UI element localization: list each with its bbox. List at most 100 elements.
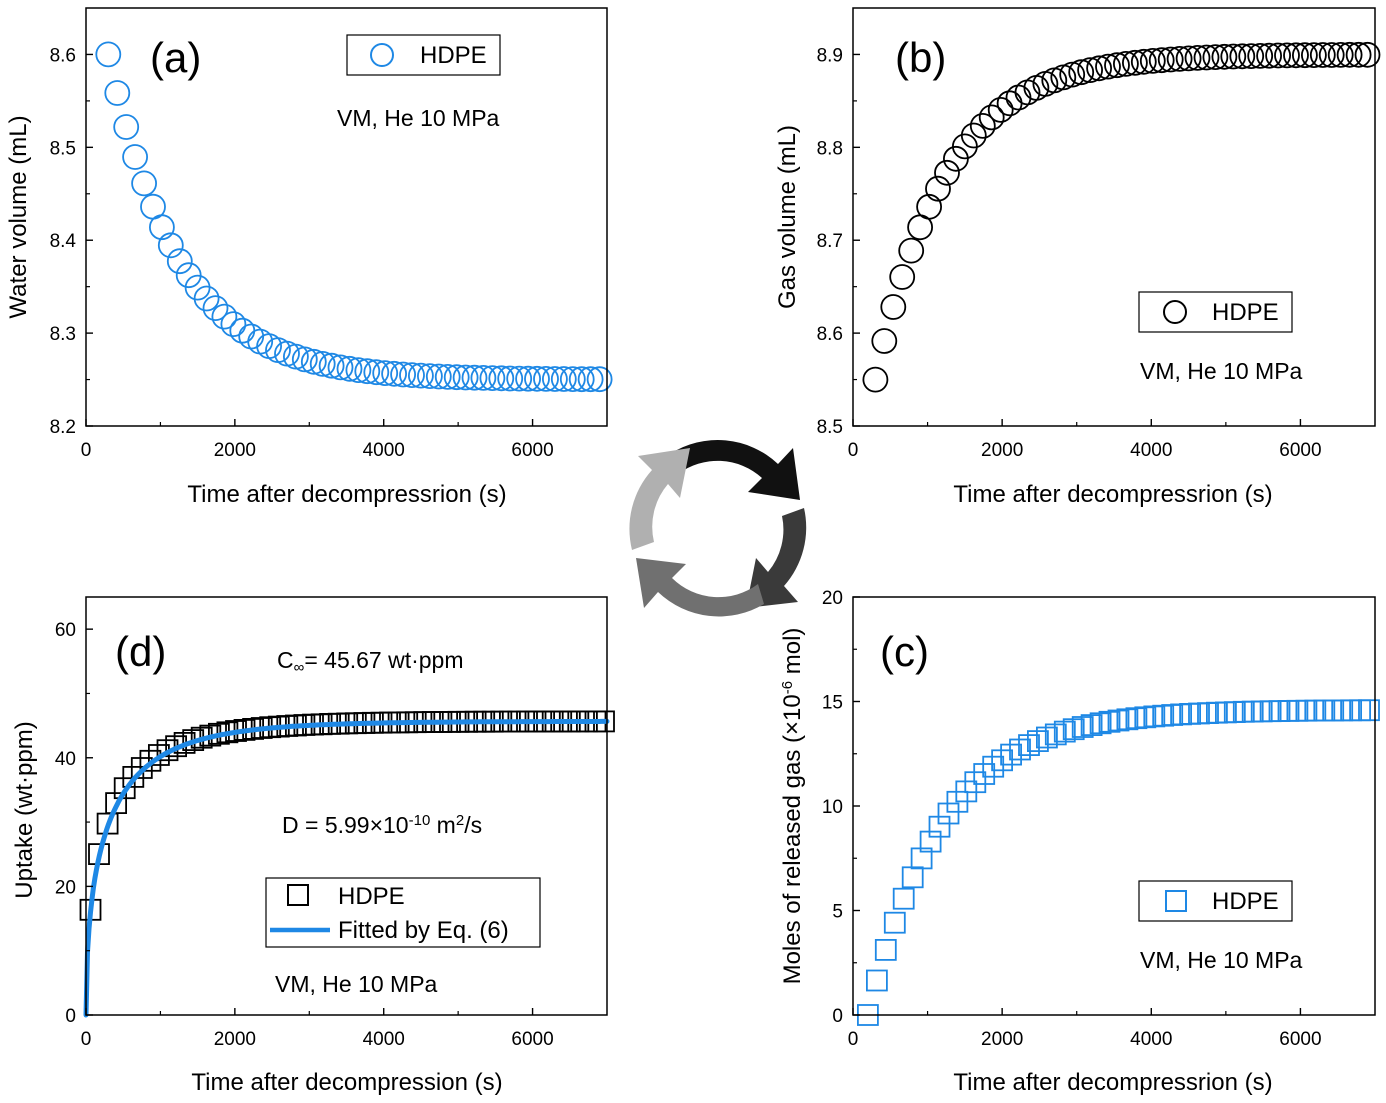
point-a-0-8 [166,248,193,275]
point-b-0-48 [1292,42,1318,69]
point-b-0-1 [871,328,898,354]
point-b-0-55 [1354,41,1381,68]
point-c-0-27 [1098,710,1121,733]
point-c-0-26 [1089,712,1112,735]
ytick-label-c-1: 5 [832,902,843,923]
point-c-0-13 [973,763,996,785]
cycle-arrow-left [629,448,690,550]
point-a-0-51 [550,366,577,392]
c-inf-sub: ∞ [294,659,305,676]
xlabel-a: Time after decompressrion (s) [187,481,506,508]
point-b-0-30 [1130,48,1157,75]
point-b-0-15 [996,90,1023,117]
point-b-0-36 [1184,45,1211,71]
frame-b [852,7,1376,427]
point-c-0-9 [937,802,960,825]
legend-b: HDPE [1138,291,1293,333]
point-b-0-2 [880,294,907,320]
point-b-0-42 [1238,43,1265,69]
legend-marker-a [370,43,394,67]
point-b-0-22 [1059,61,1086,88]
annotation-d: VM, He 10 MPa [275,971,438,997]
ticks-c: 0 2000 4000 6000 0 5 10 15 20 [822,588,1322,1050]
ytick-label-c-2: 10 [822,797,843,818]
point-a-0-52 [559,366,586,393]
ytick-label-b-1: 8.6 [817,324,843,345]
ytick-label-a-2: 8.4 [50,231,77,252]
point-b-0-28 [1113,51,1139,77]
point-b-0-31 [1139,48,1166,74]
xtick-label-b-0: 0 [848,440,859,461]
point-c-0-12 [964,771,987,794]
xtick-label-d-1: 2000 [214,1029,256,1050]
point-c-0-29 [1116,708,1139,731]
point-a-0-53 [568,366,595,393]
point-a-0-22 [291,346,318,373]
xtick-label-b-1: 2000 [981,440,1023,461]
point-a-0-44 [488,365,515,392]
point-b-0-54 [1345,41,1372,68]
point-b-0-47 [1283,42,1309,69]
ytick-label-b-4: 8.9 [817,45,843,66]
point-c-0-22 [1053,720,1076,743]
legend-label-c: HDPE [1212,888,1279,915]
point-a-0-24 [309,350,336,377]
ylabel-c-suffix: mol) [779,628,806,681]
point-a-0-41 [461,364,488,391]
panel-label-a: (a) [150,34,201,81]
xtick-label-c-3: 6000 [1279,1029,1321,1050]
point-c-0-30 [1125,707,1148,730]
point-c-0-21 [1044,723,1067,746]
point-b-0-7 [925,175,951,202]
legend-d: HDPE Fitted by Eq. (6) [265,877,541,948]
point-b-0-8 [934,159,960,186]
point-c-0-25 [1080,714,1103,736]
point-c-0-38 [1197,702,1219,724]
xtick-label-a-3: 6000 [511,440,553,461]
xlabel-c: Time after decompressrion (s) [953,1069,1272,1096]
point-a-0-16 [238,323,265,350]
point-a-0-14 [220,311,247,338]
point-c-0-8 [928,815,951,838]
c-inf-rest: = 45.67 wt·ppm [304,647,463,673]
point-a-0-42 [470,364,497,391]
point-b-0-33 [1157,46,1184,73]
point-d-0-8 [147,744,170,766]
cycle-arrow-bottom [636,558,764,617]
legend-label-a: HDPE [420,42,487,69]
point-a-0-31 [372,360,399,387]
ytick-label-a-1: 8.3 [50,324,76,345]
point-b-0-24 [1077,57,1103,83]
point-a-0-54 [577,366,604,393]
point-a-0-25 [318,352,345,379]
point-b-0-40 [1220,43,1247,70]
point-a-0-26 [327,354,354,381]
point-b-0-23 [1068,59,1095,86]
point-d-0-3 [105,792,127,814]
point-a-0-1 [104,80,131,106]
xtick-label-a-1: 2000 [214,440,256,461]
point-d-0-6 [130,757,153,779]
point-b-0-49 [1301,42,1327,68]
point-b-0-34 [1166,46,1193,72]
legend-box-a [346,34,501,76]
point-a-0-30 [363,359,390,386]
cycle-arrows-icon [629,440,807,617]
point-c-0-35 [1170,703,1192,726]
point-a-0-55 [586,366,613,393]
point-b-0-45 [1265,42,1291,69]
frame-d [85,596,608,1016]
point-b-0-35 [1175,45,1202,72]
d-exp2: 2 [456,812,464,829]
d-mid: m [430,812,456,838]
ytick-label-c-0: 0 [832,1006,843,1027]
point-a-0-28 [345,357,372,384]
point-c-0-17 [1009,738,1031,761]
panel-a: 0 2000 4000 6000 8.2 8.3 8.4 8.5 8.6 (a) HDPE VM… [5,7,613,508]
point-a-0-47 [515,365,541,392]
ytick-label-b-2: 8.7 [817,231,843,252]
xtick-label-c-1: 2000 [981,1029,1023,1050]
point-a-0-33 [390,361,417,388]
point-c-0-55 [1349,699,1371,722]
marks-b [862,41,1381,393]
